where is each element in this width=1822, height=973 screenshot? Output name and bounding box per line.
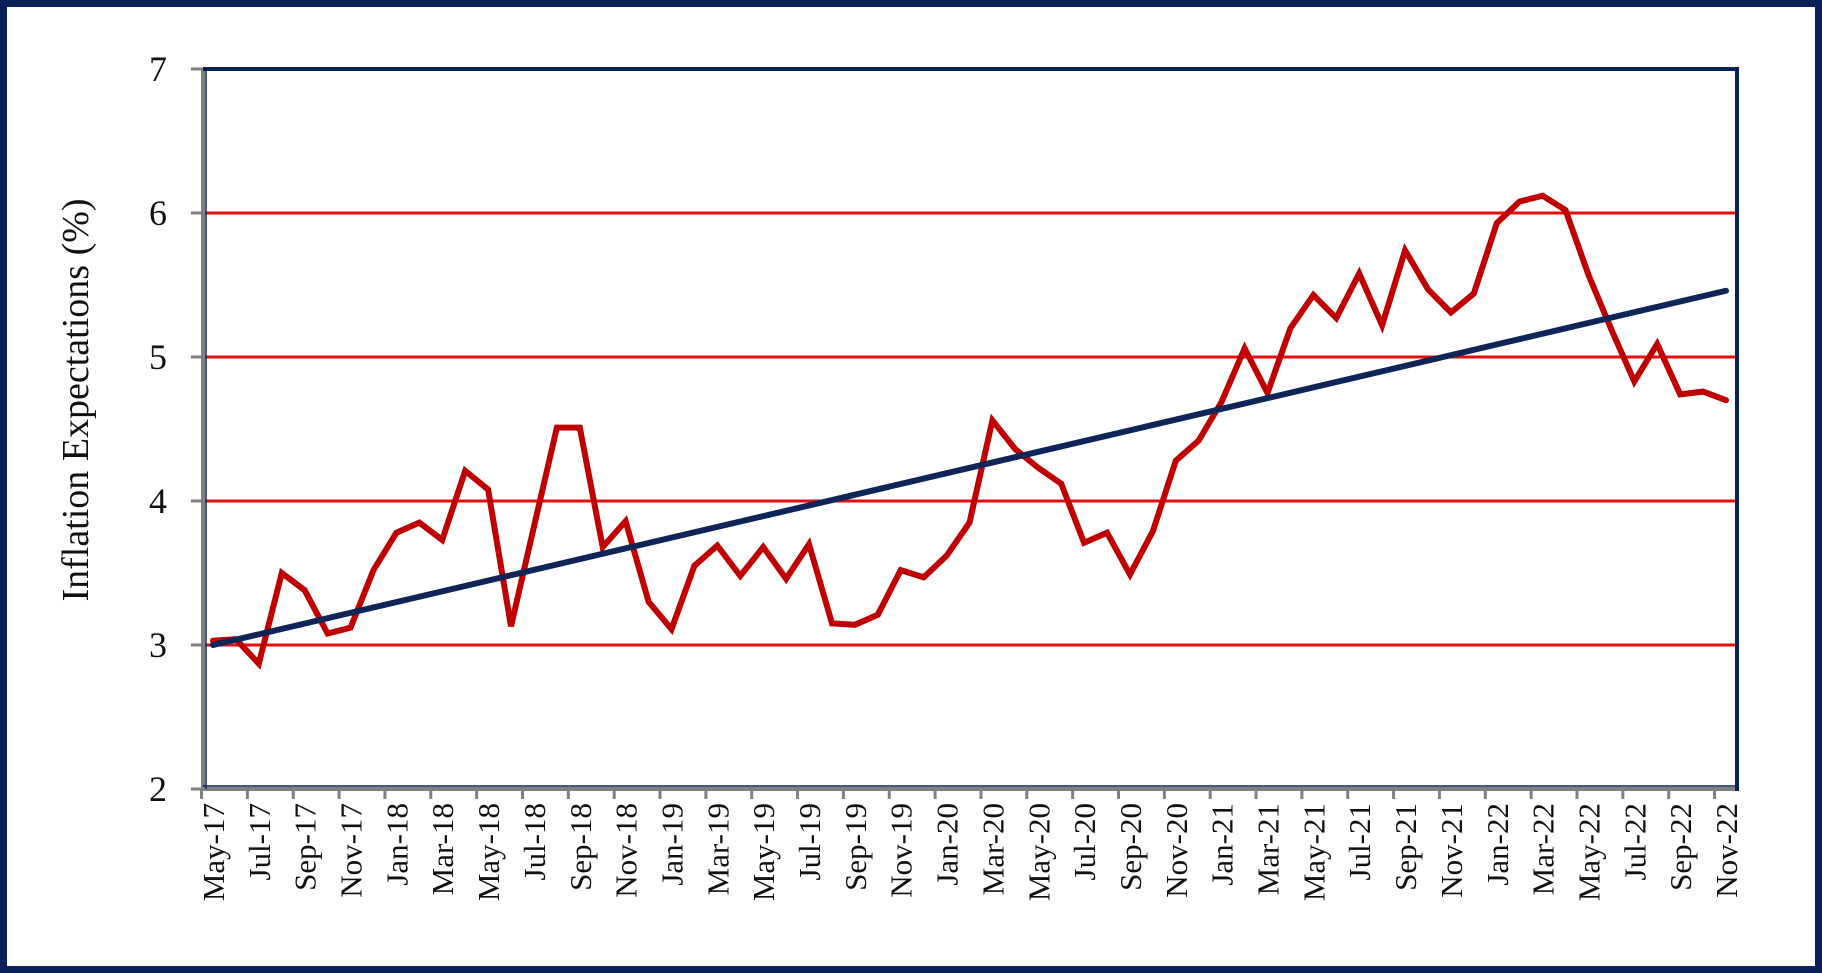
x-tick-label: Jan-22 [1480, 803, 1515, 886]
x-tick-label: Mar-21 [1251, 803, 1286, 895]
y-tick-label: 6 [149, 193, 167, 233]
axes [191, 67, 1737, 799]
x-tick-label: Jul-19 [792, 803, 827, 881]
x-tick-label: May-17 [196, 803, 231, 901]
x-tick-label: Nov-21 [1434, 803, 1469, 898]
x-tick-label: Mar-18 [425, 803, 460, 895]
x-tick-label: Sep-18 [563, 803, 598, 891]
x-tick-label: Jan-21 [1205, 803, 1240, 886]
y-tick-label: 7 [149, 49, 167, 89]
x-tick-label: Nov-18 [609, 803, 644, 898]
x-tick-label: Nov-20 [1159, 803, 1194, 898]
x-tick-label: Nov-17 [334, 803, 369, 898]
x-tick-label: Sep-22 [1663, 803, 1698, 891]
x-tick-label: Mar-20 [975, 803, 1010, 895]
plot-border [203, 67, 1739, 791]
series [210, 192, 1729, 670]
x-tick-label: Jan-19 [655, 803, 690, 886]
x-tick-label: Sep-21 [1388, 803, 1423, 891]
x-tick-label: Jan-18 [379, 803, 414, 886]
x-tick-label: Jan-20 [930, 803, 965, 886]
x-tick-label: May-19 [746, 803, 781, 901]
x-tick-label: Sep-20 [1113, 803, 1148, 891]
x-axis-tick-labels: May-17 Jul-17 Sep-17 Nov-17 Jan-18 Mar-18 May-… [196, 803, 1744, 901]
x-tick-label: May-18 [471, 803, 506, 901]
x-tick-label: Jul-20 [1067, 803, 1102, 881]
y-tick-label: 3 [149, 625, 167, 665]
x-tick-label: Jul-17 [242, 803, 277, 881]
x-tick-label: Nov-19 [884, 803, 919, 898]
x-tick-label: Sep-19 [838, 803, 873, 891]
inflation-expectations-line [210, 192, 1729, 670]
x-tick-label: May-20 [1021, 803, 1056, 901]
gridlines [203, 211, 1737, 647]
x-tick-label: Mar-22 [1526, 803, 1561, 895]
y-tick-label: 4 [149, 481, 167, 521]
y-tick-label: 2 [149, 769, 167, 809]
trend-line [210, 287, 1729, 648]
x-tick-label: Sep-17 [288, 803, 323, 891]
x-tick-label: May-22 [1572, 803, 1607, 901]
x-tick-label: Nov-22 [1709, 803, 1744, 898]
x-tick-label: Jul-21 [1342, 803, 1377, 881]
x-tick-label: Mar-19 [700, 803, 735, 895]
x-tick-label: Jul-22 [1617, 803, 1652, 881]
x-tick-label: May-21 [1296, 803, 1331, 901]
x-tick-label: Jul-18 [517, 803, 552, 881]
y-tick-label: 5 [149, 337, 167, 377]
y-axis-tick-labels: 2 3 4 5 6 7 [149, 49, 167, 809]
y-axis-title: Inflation Expectations (%) [55, 198, 97, 601]
